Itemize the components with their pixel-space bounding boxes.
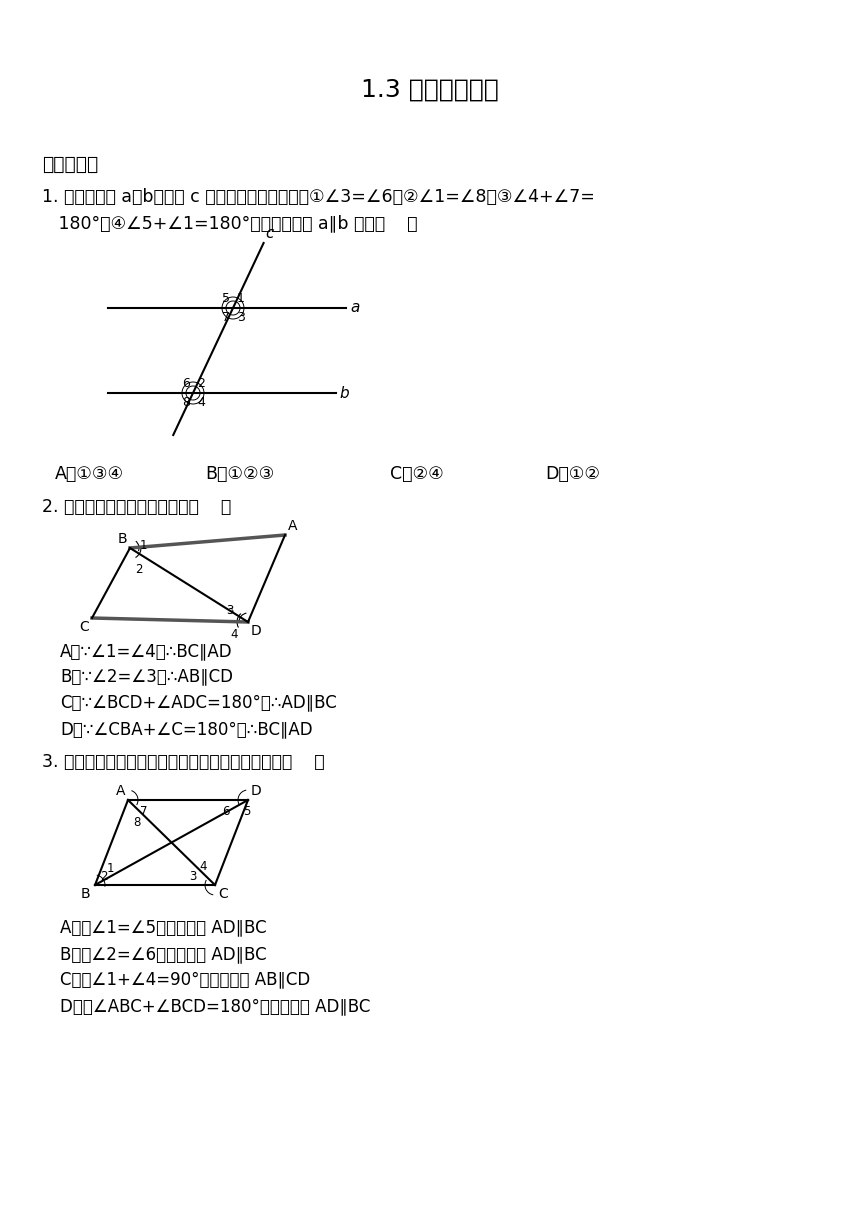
- Text: A: A: [288, 519, 298, 533]
- Text: D: D: [251, 624, 261, 638]
- Text: D: D: [251, 784, 261, 798]
- Text: 3: 3: [227, 604, 234, 617]
- Text: a: a: [350, 300, 359, 315]
- Text: 2: 2: [135, 563, 143, 576]
- Text: 6: 6: [182, 377, 190, 390]
- Text: D．①②: D．①②: [545, 465, 600, 483]
- Text: 1: 1: [107, 862, 114, 876]
- Text: A．①③④: A．①③④: [55, 465, 124, 483]
- Text: 4: 4: [230, 627, 238, 641]
- Text: 1: 1: [140, 539, 148, 552]
- Text: 4: 4: [200, 860, 207, 873]
- Text: C．∵∠BCD+∠ADC=180°，∴AD∥BC: C．∵∠BCD+∠ADC=180°，∴AD∥BC: [60, 693, 337, 711]
- Text: C．由∠1+∠4=90°，可以推出 AB∥CD: C．由∠1+∠4=90°，可以推出 AB∥CD: [60, 970, 310, 987]
- Text: 6: 6: [223, 805, 230, 818]
- Text: 180°；④∠5+∠1=180°．其中能判断 a∥b 的是（    ）: 180°；④∠5+∠1=180°．其中能判断 a∥b 的是（ ）: [42, 214, 417, 232]
- Text: 2: 2: [100, 869, 108, 883]
- Text: C: C: [218, 886, 228, 901]
- Text: 3: 3: [237, 311, 245, 323]
- Text: A．由∠1=∠5，可以推出 AD∥BC: A．由∠1=∠5，可以推出 AD∥BC: [60, 918, 267, 936]
- Text: B．由∠2=∠6，可以推出 AD∥BC: B．由∠2=∠6，可以推出 AD∥BC: [60, 945, 267, 963]
- Text: C: C: [79, 620, 89, 634]
- Text: 4: 4: [197, 396, 205, 409]
- Text: A: A: [115, 784, 125, 798]
- Text: A．∵∠1=∠4，∴BC∥AD: A．∵∠1=∠4，∴BC∥AD: [60, 642, 232, 660]
- Text: B．①②③: B．①②③: [205, 465, 274, 483]
- Text: 一．选择题: 一．选择题: [42, 154, 98, 174]
- Text: 5: 5: [222, 292, 230, 305]
- Text: b: b: [339, 385, 348, 400]
- Text: 3. 如图，由下列已知条件推出的结论中，正确的是（    ）: 3. 如图，由下列已知条件推出的结论中，正确的是（ ）: [42, 753, 324, 771]
- Text: B: B: [80, 886, 90, 901]
- Text: D．∵∠CBA+∠C=180°，∴BC∥AD: D．∵∠CBA+∠C=180°，∴BC∥AD: [60, 720, 313, 738]
- Text: B．∵∠2=∠3，∴AB∥CD: B．∵∠2=∠3，∴AB∥CD: [60, 668, 233, 685]
- Text: 8: 8: [133, 816, 140, 829]
- Text: 1: 1: [237, 292, 245, 305]
- Text: 1. 如图，直线 a、b被直线 c 所截，给出下列条件：①∠3=∠6；②∠1=∠8；③∠4+∠7=: 1. 如图，直线 a、b被直线 c 所截，给出下列条件：①∠3=∠6；②∠1=∠…: [42, 188, 595, 206]
- Text: 7: 7: [222, 311, 230, 323]
- Text: C．②④: C．②④: [390, 465, 444, 483]
- Text: c: c: [266, 226, 274, 241]
- Text: 1.3 平行线的判定: 1.3 平行线的判定: [361, 78, 499, 102]
- Text: 5: 5: [243, 805, 250, 818]
- Text: 3: 3: [189, 869, 197, 883]
- Text: 2. 如图，下列推理中正确的是（    ）: 2. 如图，下列推理中正确的是（ ）: [42, 499, 231, 516]
- Text: D．由∠ABC+∠BCD=180°，可以推出 AD∥BC: D．由∠ABC+∠BCD=180°，可以推出 AD∥BC: [60, 997, 371, 1015]
- Text: 8: 8: [182, 396, 190, 409]
- Text: B: B: [117, 533, 127, 546]
- Text: 2: 2: [197, 377, 205, 390]
- Text: 7: 7: [140, 805, 148, 818]
